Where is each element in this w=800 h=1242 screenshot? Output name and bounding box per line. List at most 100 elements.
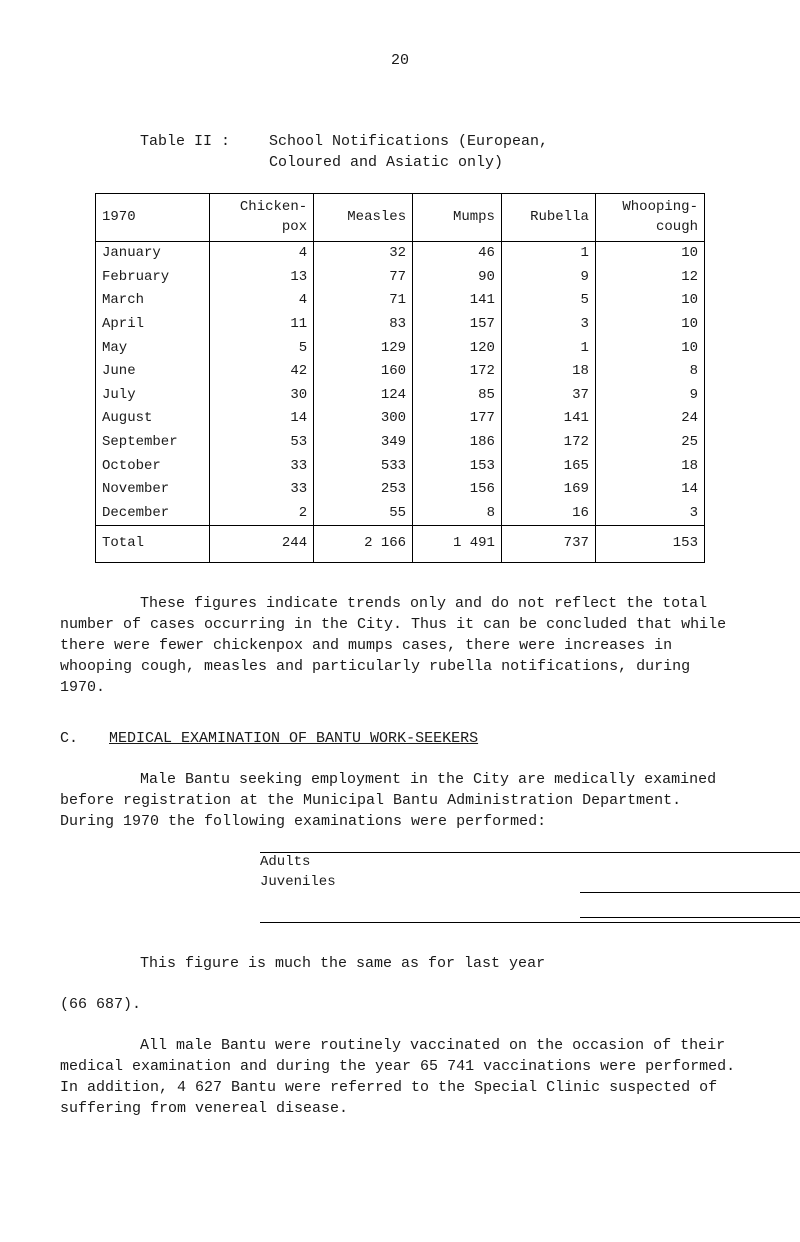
table-cell: 253 [314, 478, 413, 502]
paragraph-last-year: This figure is much the same as for last… [60, 953, 740, 974]
table-cell: January [96, 242, 210, 266]
table-cell: 10 [595, 242, 704, 266]
table-title-line2: Coloured and Asiatic only) [269, 154, 503, 171]
exam-value: 55 803 [580, 852, 800, 872]
table-cell: 14 [595, 478, 704, 502]
table-cell: 8 [595, 360, 704, 384]
table-cell: 172 [501, 431, 595, 455]
table-row: April1183157310 [96, 313, 705, 337]
table-cell: 11 [210, 313, 314, 337]
total-whooping: 153 [595, 526, 704, 563]
section-c-label: C. [60, 728, 100, 749]
table-cell: 8 [413, 502, 502, 526]
col-chickenpox: Chicken-pox [210, 194, 314, 242]
table-cell: 25 [595, 431, 704, 455]
table-cell: May [96, 337, 210, 361]
table-row: June42160172188 [96, 360, 705, 384]
section-c-title: MEDICAL EXAMINATION OF BANTU WORK-SEEKER… [109, 730, 478, 747]
table-cell: July [96, 384, 210, 408]
table-row: May5129120110 [96, 337, 705, 361]
table-cell: 3 [501, 313, 595, 337]
exam-row-total: 66 928 [260, 897, 800, 917]
table-total-row: Total 244 2 166 1 491 737 153 [96, 526, 705, 563]
table-cell: 12 [595, 266, 704, 290]
table-row: March471141510 [96, 289, 705, 313]
table-cell: 5 [210, 337, 314, 361]
table-cell: March [96, 289, 210, 313]
table-cell: 186 [413, 431, 502, 455]
table-cell: 13 [210, 266, 314, 290]
table-cell: September [96, 431, 210, 455]
table-cell: 33 [210, 455, 314, 479]
table-cell: 9 [595, 384, 704, 408]
table-cell: June [96, 360, 210, 384]
table-row: November3325315616914 [96, 478, 705, 502]
table-cell: 42 [210, 360, 314, 384]
table-row: February137790912 [96, 266, 705, 290]
table-cell: 160 [314, 360, 413, 384]
table-row: January43246110 [96, 242, 705, 266]
table-cell: 14 [210, 407, 314, 431]
exam-total: 66 928 [580, 897, 800, 917]
table-cell: 10 [595, 313, 704, 337]
table-cell: 71 [314, 289, 413, 313]
table-cell: 24 [595, 407, 704, 431]
table-cell: 165 [501, 455, 595, 479]
table-row: December2558163 [96, 502, 705, 526]
total-mumps: 1 491 [413, 526, 502, 563]
table-cell: 55 [314, 502, 413, 526]
col-year: 1970 [96, 194, 210, 242]
table-cell: 120 [413, 337, 502, 361]
total-rubella: 737 [501, 526, 595, 563]
exam-row-juveniles: Juveniles 11 125 [260, 873, 800, 893]
table-cell: 10 [595, 337, 704, 361]
table-cell: 172 [413, 360, 502, 384]
table-cell: 533 [314, 455, 413, 479]
table-row: September5334918617225 [96, 431, 705, 455]
table-cell: 33 [210, 478, 314, 502]
table-cell: 349 [314, 431, 413, 455]
last-year-text: This figure is much the same as for last… [140, 955, 545, 972]
total-chickenpox: 244 [210, 526, 314, 563]
table-cell: 85 [413, 384, 502, 408]
table-cell: 2 [210, 502, 314, 526]
table-cell: 90 [413, 266, 502, 290]
table-cell: 1 [501, 242, 595, 266]
last-year-ref: (66 687). [60, 994, 740, 1015]
table-row: August1430017714124 [96, 407, 705, 431]
total-measles: 2 166 [314, 526, 413, 563]
table-row: July3012485379 [96, 384, 705, 408]
table-cell: 32 [314, 242, 413, 266]
exam-value: 11 125 [580, 873, 800, 893]
table-cell: 10 [595, 289, 704, 313]
table-caption: Table II : School Notifications (Europea… [140, 131, 740, 173]
table-cell: 5 [501, 289, 595, 313]
table-cell: November [96, 478, 210, 502]
table-cell: 77 [314, 266, 413, 290]
table-cell: 141 [413, 289, 502, 313]
table-cell: 9 [501, 266, 595, 290]
table-cell: 169 [501, 478, 595, 502]
table-cell: 53 [210, 431, 314, 455]
table-cell: 37 [501, 384, 595, 408]
table-cell: 4 [210, 242, 314, 266]
exam-label: Adults [260, 852, 580, 872]
table-cell: 129 [314, 337, 413, 361]
table-row: October3353315316518 [96, 455, 705, 479]
table-cell: August [96, 407, 210, 431]
section-c-heading: C. MEDICAL EXAMINATION OF BANTU WORK-SEE… [60, 728, 740, 749]
table-cell: 1 [501, 337, 595, 361]
paragraph-exams-intro: Male Bantu seeking employment in the Cit… [60, 769, 740, 832]
table-title-line1: School Notifications (European, [269, 133, 548, 150]
table-cell: 141 [501, 407, 595, 431]
table-cell: 124 [314, 384, 413, 408]
page-number: 20 [60, 50, 740, 71]
table-label: Table II : [140, 131, 260, 152]
table-cell: 153 [413, 455, 502, 479]
table-cell: April [96, 313, 210, 337]
exam-label: Juveniles [260, 873, 580, 893]
col-rubella: Rubella [501, 194, 595, 242]
table-cell: December [96, 502, 210, 526]
table-cell: 18 [595, 455, 704, 479]
col-measles: Measles [314, 194, 413, 242]
